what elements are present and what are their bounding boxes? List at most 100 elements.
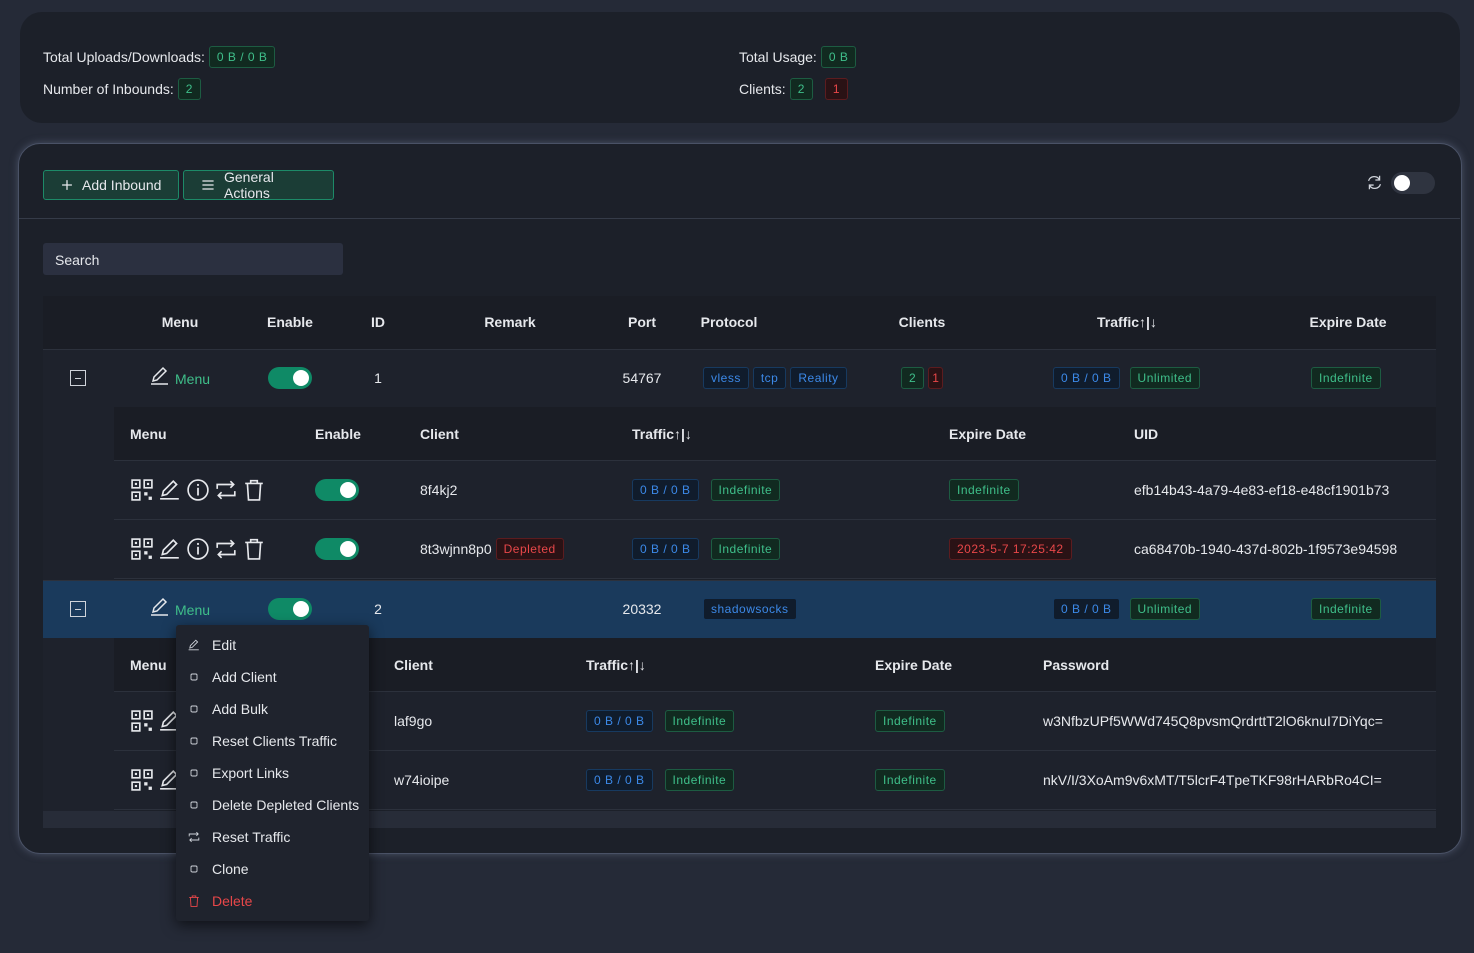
client-column-header: Expire Date [949, 426, 1026, 442]
stat-label: Number of Inbounds: [43, 81, 174, 97]
add-inbound-button[interactable]: Add Inbound [43, 170, 179, 200]
button-label: General Actions [224, 169, 317, 201]
menu-link[interactable]: Menu [175, 371, 210, 387]
client-secret: ca68470b-1940-437d-802b-1f9573e94598 [1134, 541, 1397, 557]
column-header: Remark [484, 314, 535, 330]
client-column-header: Password [1043, 657, 1109, 673]
expire: Indefinite [1311, 598, 1381, 620]
client-traffic: 0 B / 0 BIndefinite [632, 479, 780, 501]
client-status: Depleted [496, 538, 564, 560]
qr-icon[interactable] [131, 538, 153, 560]
info-icon[interactable] [187, 538, 209, 560]
qr-icon[interactable] [131, 769, 153, 791]
qr-icon[interactable] [131, 710, 153, 732]
menu-icon [150, 366, 170, 386]
client-column-header: Client [394, 657, 433, 673]
menu-item-icon [188, 831, 200, 843]
stat-value: 0 B [821, 46, 857, 68]
column-header: Enable [267, 314, 313, 330]
menu-icon [150, 597, 170, 617]
stat-value: 1 [825, 78, 848, 100]
swap-icon[interactable] [215, 479, 237, 501]
menu-item[interactable]: Delete Depleted Clients [212, 797, 359, 813]
limit-badge: Indefinite [665, 710, 735, 732]
total-badge: Unlimited [1130, 367, 1201, 389]
stat-value: 2 [178, 78, 201, 100]
menu-item-icon [188, 895, 200, 907]
menu-item-icon [188, 703, 200, 715]
client-column-header: Traffic↑|↓ [586, 657, 646, 673]
enable-toggle[interactable] [268, 598, 312, 620]
stat-value: 2 [790, 78, 813, 100]
refresh-icon[interactable] [1366, 174, 1383, 191]
traffic-badge: 0 B / 0 B [1053, 598, 1120, 620]
client-expire: 2023-5-7 17:25:42 [949, 538, 1072, 560]
client-name: laf9go [394, 713, 432, 729]
menu-link[interactable]: Menu [175, 602, 210, 618]
protocol-tag: shadowsocks [703, 598, 797, 620]
trash-icon[interactable] [243, 538, 265, 560]
client-name: w74ioipe [394, 772, 449, 788]
pencil-icon[interactable] [159, 538, 181, 560]
button-label: Add Inbound [82, 177, 161, 193]
protocol-tag: Reality [790, 367, 846, 389]
traffic-badge: 0 B / 0 B [586, 710, 653, 732]
stat-label: Total Uploads/Downloads: [43, 49, 205, 65]
client-column-header: Expire Date [875, 657, 952, 673]
pencil-icon[interactable] [159, 479, 181, 501]
client-traffic: 0 B / 0 BIndefinite [632, 538, 780, 560]
inbound-port: 20332 [623, 601, 662, 617]
menu-item-icon [188, 767, 200, 779]
column-header: Port [628, 314, 656, 330]
swap-icon[interactable] [215, 538, 237, 560]
client-name-text: w74ioipe [394, 772, 449, 788]
menu-item[interactable]: Reset Traffic [212, 829, 290, 845]
client-name-text: laf9go [394, 713, 432, 729]
trash-icon[interactable] [243, 479, 265, 501]
column-header: Expire Date [1309, 314, 1386, 330]
expire-badge: Indefinite [1311, 598, 1381, 620]
enable-toggle[interactable] [315, 479, 359, 501]
expire-badge: Indefinite [875, 710, 945, 732]
protocol-tag: tcp [753, 367, 787, 389]
enable-toggle[interactable] [315, 538, 359, 560]
client-column-header: Menu [130, 426, 167, 442]
expire-badge: 2023-5-7 17:25:42 [949, 538, 1072, 560]
protocol-tag: vless [703, 367, 749, 389]
traffic-badge: 0 B / 0 B [586, 769, 653, 791]
protocol-tags: vlesstcpReality [703, 367, 847, 389]
client-expire: Indefinite [949, 479, 1019, 501]
enable-toggle[interactable] [268, 367, 312, 389]
client-secret: w3NfbzUPf5WWd745Q8pvsmQrdrttT2lO6knuI7Di… [1043, 713, 1383, 729]
client-column-header: Enable [315, 426, 361, 442]
menu-item[interactable]: Export Links [212, 765, 289, 781]
menu-item-icon [188, 671, 200, 683]
menu-item[interactable]: Reset Clients Traffic [212, 733, 337, 749]
menu-item[interactable]: Clone [212, 861, 249, 877]
info-icon[interactable] [187, 479, 209, 501]
qr-icon[interactable] [131, 479, 153, 501]
client-column-header: Client [420, 426, 459, 442]
menu-icon [200, 177, 216, 193]
client-expire: Indefinite [875, 710, 945, 732]
general-actions-button[interactable]: General Actions [183, 170, 334, 200]
client-traffic: 0 B / 0 BIndefinite [586, 769, 734, 791]
expire-badge: Indefinite [1311, 367, 1381, 389]
menu-item-icon [188, 863, 200, 875]
menu-item[interactable]: Add Bulk [212, 701, 268, 717]
client-secret: nkV/I/3XoAm9v6xMT/T5lcrF4TpeTKF98rHARbRo… [1043, 772, 1382, 788]
menu-item[interactable]: Edit [212, 637, 236, 653]
menu-item-icon [188, 735, 200, 747]
menu-item-icon [188, 639, 200, 651]
divider [19, 218, 1460, 219]
total-badge: Unlimited [1130, 598, 1201, 620]
expand-minus [75, 378, 81, 379]
stat-total-usage: Total Usage:0 B [739, 46, 856, 68]
menu-item[interactable]: Delete [212, 893, 252, 909]
enable-toggle[interactable] [1391, 172, 1435, 194]
plus-icon [60, 178, 74, 192]
menu-item[interactable]: Add Client [212, 669, 277, 685]
protocol-tags: shadowsocks [703, 598, 797, 620]
traffic: 0 B / 0 BUnlimited [1053, 367, 1200, 389]
